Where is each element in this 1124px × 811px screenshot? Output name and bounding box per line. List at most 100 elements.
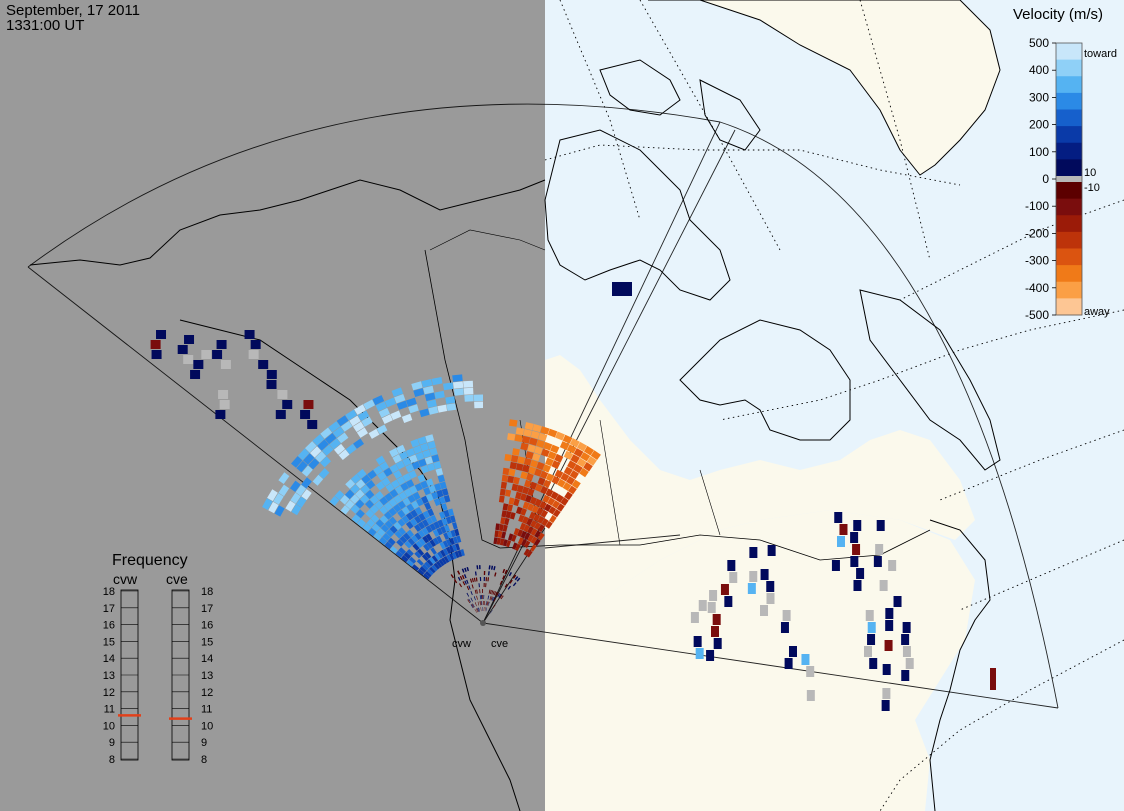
- velocity-cell: [893, 596, 902, 607]
- velocity-cell: [850, 556, 859, 567]
- velocity-cell: [449, 553, 455, 561]
- velocity-cell: [490, 610, 493, 614]
- velocity-cell: [491, 596, 494, 601]
- velocity-cell: [690, 612, 699, 623]
- velocity-cell: [445, 396, 456, 404]
- velocity-cell: [493, 597, 496, 602]
- velocity-cell: [443, 509, 450, 518]
- velocity-cell: [421, 379, 433, 388]
- legend-tick-label: 100: [1029, 145, 1049, 159]
- velocity-cell: [406, 559, 414, 567]
- velocity-cell: [212, 350, 223, 359]
- velocity-cell: [481, 601, 483, 605]
- velocity-cell: [450, 574, 454, 579]
- velocity-cell: [540, 426, 550, 435]
- velocity-cell: [295, 484, 307, 496]
- velocity-cell: [548, 506, 557, 515]
- velocity-cell: [573, 448, 584, 458]
- velocity-cell: [571, 479, 581, 489]
- velocity-cell: [457, 570, 461, 575]
- velocity-cell: [388, 507, 397, 517]
- velocity-cell: [405, 479, 415, 488]
- velocity-cell: [414, 515, 422, 524]
- legend-tick-label: -400: [1025, 281, 1049, 295]
- velocity-cell: [570, 454, 580, 464]
- legend-color-step: [1056, 298, 1082, 316]
- velocity-cell: [431, 564, 438, 572]
- velocity-cell: [459, 583, 462, 588]
- velocity-cell: [494, 572, 497, 577]
- velocity-cell: [505, 489, 512, 497]
- velocity-cell: [523, 428, 532, 437]
- velocity-cell: [379, 505, 388, 515]
- velocity-cell: [550, 491, 559, 500]
- velocity-cell: [485, 577, 487, 582]
- velocity-cell: [865, 610, 874, 621]
- velocity-cell: [530, 544, 537, 552]
- velocity-cell: [433, 521, 440, 529]
- velocity-cell: [334, 443, 346, 455]
- velocity-cell: [419, 566, 427, 573]
- velocity-cell: [420, 465, 429, 474]
- velocity-cell: [474, 602, 477, 607]
- velocity-cell: [405, 397, 417, 407]
- velocity-cell: [411, 461, 421, 470]
- velocity-cell: [425, 525, 433, 533]
- site-label-cvw: cvw: [452, 638, 471, 650]
- velocity-cell: [396, 400, 408, 410]
- velocity-cell: [522, 501, 530, 510]
- velocity-cell: [485, 607, 488, 612]
- velocity-cell: [435, 468, 444, 476]
- velocity-cell: [524, 479, 532, 488]
- border-canada-us: [424, 249, 931, 561]
- velocity-cell: [521, 538, 527, 547]
- velocity-cell: [532, 453, 541, 462]
- velocity-cell: [365, 480, 376, 490]
- velocity-cell: [501, 510, 507, 518]
- velocity-cell: [412, 564, 420, 571]
- velocity-cell: [511, 534, 517, 542]
- velocity-cell: [301, 489, 312, 500]
- velocity-cell: [527, 488, 535, 497]
- velocity-cell: [329, 496, 340, 506]
- velocity-cell: [441, 503, 448, 511]
- velocity-cell: [312, 474, 324, 486]
- velocity-cell: [422, 535, 430, 544]
- velocity-cell: [836, 536, 845, 547]
- velocity-cell: [483, 583, 485, 587]
- velocity-cell: [300, 410, 311, 419]
- velocity-cell: [476, 608, 479, 612]
- velocity-cell: [453, 381, 464, 389]
- frequency-tick-label: 17: [201, 603, 213, 615]
- velocity-cell: [531, 505, 539, 514]
- velocity-cell: [766, 581, 775, 592]
- velocity-cell: [490, 596, 493, 601]
- velocity-cell: [464, 567, 467, 572]
- velocity-cell: [285, 500, 296, 512]
- velocity-cell: [515, 543, 521, 551]
- velocity-cell: [727, 560, 736, 571]
- legend-color-step: [1056, 281, 1082, 299]
- velocity-cell: [550, 444, 560, 454]
- velocity-cell: [430, 514, 438, 523]
- velocity-cell: [474, 401, 483, 409]
- velocity-cell: [555, 431, 565, 441]
- velocity-cell: [707, 602, 716, 613]
- velocity-cell: [881, 700, 890, 711]
- velocity-cell: [577, 441, 587, 452]
- velocity-cell: [498, 495, 505, 503]
- velocity-cell: [378, 407, 390, 418]
- velocity-cell: [432, 537, 440, 545]
- velocity-cell: [421, 527, 429, 536]
- velocity-cell: [455, 543, 461, 551]
- velocity-cell: [521, 435, 531, 444]
- velocity-cell: [879, 580, 888, 591]
- velocity-cell: [393, 494, 403, 504]
- velocity-cell: [516, 577, 521, 582]
- velocity-cell: [289, 480, 301, 492]
- velocity-cell: [488, 601, 490, 606]
- legend-color-step: [1056, 159, 1082, 177]
- velocity-cell: [502, 539, 508, 547]
- velocity-cell: [475, 577, 478, 582]
- frequency-tick-label: 8: [201, 754, 207, 766]
